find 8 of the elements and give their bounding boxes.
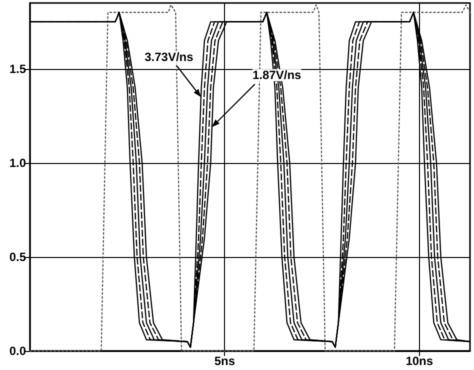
annotation: 1.87V/ns [252,68,302,82]
y-tick-label: 1.0 [9,156,26,170]
annotation: 3.73V/ns [144,50,194,64]
y-tick-label: 0.0 [9,344,26,358]
x-tick-label: 5ns [214,354,236,368]
y-tick-label: 1.5 [9,62,26,76]
x-tick-label: 10ns [406,354,434,368]
y-tick-label: 0.5 [9,250,26,264]
